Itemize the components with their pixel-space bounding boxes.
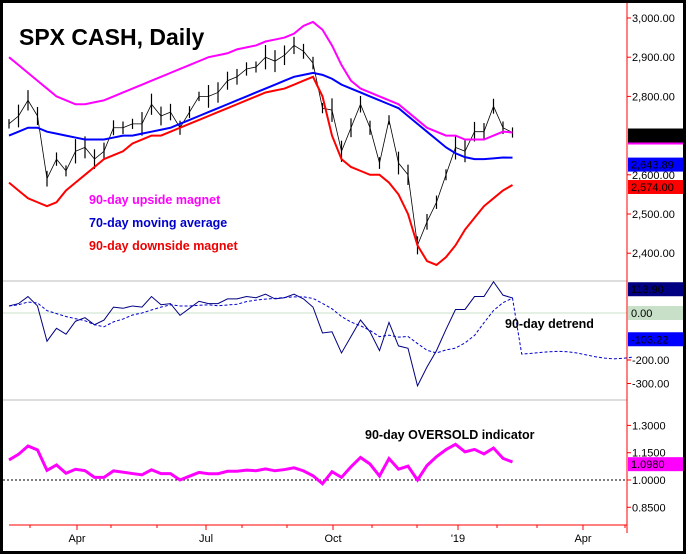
y-tick-label: 1.3000: [632, 420, 666, 432]
x-tick-label: Jul: [199, 533, 213, 545]
last-price-label: 2,707.88: [631, 131, 674, 143]
y-tick-label: 1.0000: [632, 475, 666, 487]
x-tick-label: Oct: [324, 533, 341, 545]
y-tick-label: 0.8500: [632, 502, 666, 514]
y-tick-label: 1.1500: [632, 448, 666, 460]
oversold-line: [8, 442, 514, 486]
oversold-value-label-bg: [628, 457, 683, 472]
detrend-value-label-bg: [628, 282, 683, 297]
detrend-average-value-label-bg: [628, 332, 683, 347]
y-tick-label: 2,900.00: [632, 52, 675, 64]
y-tick-label: 2,600.00: [632, 170, 675, 182]
legend-moving-average: 70-day moving average: [89, 216, 227, 230]
detrend-zero-label-bg: [628, 306, 683, 320]
detrend-average-value-label: -103.22: [631, 334, 668, 346]
y-tick-label: 2,800.00: [632, 91, 675, 103]
x-tick-label: Apr: [574, 533, 591, 545]
detrend-average-line: [8, 296, 633, 360]
moving-average-value-label-bg: [628, 157, 683, 172]
detrend-value-label: 113.90: [631, 284, 664, 296]
upside-magnet-marker: [628, 142, 683, 145]
downside-magnet-line: [8, 75, 514, 267]
legend-upside-magnet: 90-day upside magnet: [89, 193, 221, 207]
downside-magnet-value-label-bg: [628, 179, 683, 194]
moving-average-value-label: 2,643.89: [631, 160, 674, 172]
detrend-zero-label: 0.00: [631, 308, 652, 320]
detrend-line: [8, 280, 513, 388]
chart-svg: SPX CASH, Daily 90-day upside magnet 70-…: [3, 3, 683, 545]
oversold-value-label: 1.0980: [631, 459, 665, 471]
downside-magnet-value-label: 2,574.00: [631, 182, 674, 194]
legend-downside-magnet: 90-day downside magnet: [89, 239, 238, 253]
oversold-title: 90-day OVERSOLD indicator: [365, 428, 535, 442]
chart-title: SPX CASH, Daily: [19, 24, 205, 50]
y-tick-label: -300.00: [632, 379, 669, 391]
last-price-label-bg: [628, 128, 683, 143]
y-tick-label: 2,500.00: [632, 209, 675, 221]
detrend-title: 90-day detrend: [505, 317, 594, 331]
moving-average-line: [8, 71, 513, 161]
price-line: [8, 44, 513, 247]
y-tick-label: 3,000.00: [632, 13, 675, 25]
y-tick-label: 2,400.00: [632, 248, 675, 260]
x-tick-label: Apr: [68, 533, 85, 545]
upside-magnet-line: [8, 20, 513, 141]
y-tick-label: -200.00: [632, 355, 669, 367]
x-tick-label: '19: [451, 533, 465, 545]
